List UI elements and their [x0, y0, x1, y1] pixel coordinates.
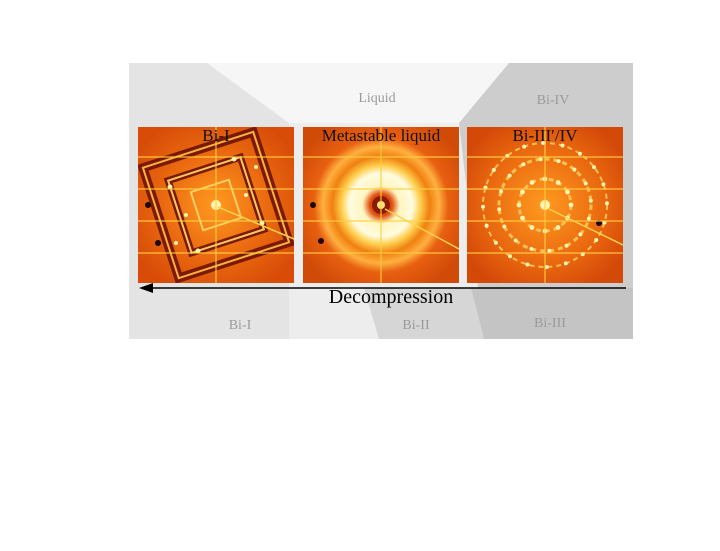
label-bi-iii: Bi-III — [534, 316, 566, 331]
diffraction-image-metastable-liquid — [303, 127, 459, 283]
diffraction-spot — [522, 144, 527, 149]
decompression-label: Decompression — [328, 286, 454, 308]
diffraction-spot — [544, 265, 549, 269]
panel-title-bi-iii-iv: Bi-III′/IV — [512, 127, 578, 145]
diffraction-image-bi-i — [138, 127, 294, 283]
diffraction-spot — [547, 248, 552, 253]
label-liquid: Liquid — [358, 91, 396, 106]
region-bi-ii — [364, 288, 484, 339]
diffraction-spot — [502, 224, 507, 229]
diffraction-spot — [499, 189, 504, 194]
diffraction-spot — [555, 225, 561, 230]
phase-diagram-figure: Liquid Bi-IV Bi-I Bi-II Bi-III — [129, 63, 633, 339]
diffraction-spot — [583, 181, 588, 186]
diffraction-panel-bi-iii-iv: Bi-III′/IV — [467, 127, 623, 283]
diffraction-spot — [529, 246, 534, 251]
diffraction-spot — [520, 215, 525, 221]
label-bi-iv: Bi-IV — [536, 93, 570, 108]
decompression-arrow — [139, 283, 626, 293]
diffraction-spot — [529, 180, 535, 185]
diffraction-spot — [560, 143, 565, 148]
diffraction-panel-bi-i: Bi-I — [138, 127, 294, 283]
diffraction-spot — [572, 167, 577, 172]
diffraction-spot — [555, 180, 561, 185]
panel-title-bi-i: Bi-I — [202, 127, 230, 145]
diffraction-spot — [508, 254, 512, 259]
diffraction-spot — [516, 202, 522, 208]
diffraction-spot — [525, 262, 530, 267]
label-bi-ii: Bi-II — [402, 318, 430, 333]
diffraction-spot — [484, 223, 489, 228]
diffraction-spot — [594, 238, 599, 242]
diffraction-spot — [578, 151, 582, 156]
diffraction-panel-metastable-liquid: Metastable liquid — [303, 127, 459, 283]
diffraction-spot — [521, 162, 526, 167]
diffraction-spot — [513, 238, 518, 243]
label-bi-i: Bi-I — [228, 318, 252, 333]
panel-title-metastable-liquid: Metastable liquid — [321, 127, 441, 145]
diffraction-spot — [565, 189, 570, 195]
diffraction-spot — [541, 141, 546, 145]
diffraction-spot — [605, 201, 609, 206]
diffraction-spot — [507, 173, 512, 178]
diffraction-spot — [601, 182, 606, 187]
diffraction-spot — [563, 261, 568, 266]
diffraction-spot — [497, 207, 502, 212]
diffraction-spot — [578, 232, 583, 237]
diffraction-spot — [568, 202, 574, 208]
diffraction-image-bi-iii-iv — [467, 127, 623, 283]
diffraction-spot — [529, 225, 535, 230]
diffraction-spot — [493, 240, 498, 245]
diffraction-spot — [556, 159, 561, 164]
diffraction-spot — [586, 216, 591, 221]
region-liquid — [207, 63, 509, 123]
diffraction-spot — [520, 189, 525, 195]
diffraction-spot — [538, 157, 543, 162]
diffraction-spot — [481, 204, 485, 209]
diffraction-spot — [491, 168, 496, 172]
diffraction-spot — [592, 165, 597, 170]
region-bi-iii — [471, 288, 633, 339]
diffraction-spot — [564, 243, 569, 248]
diffraction-spot — [588, 198, 593, 203]
